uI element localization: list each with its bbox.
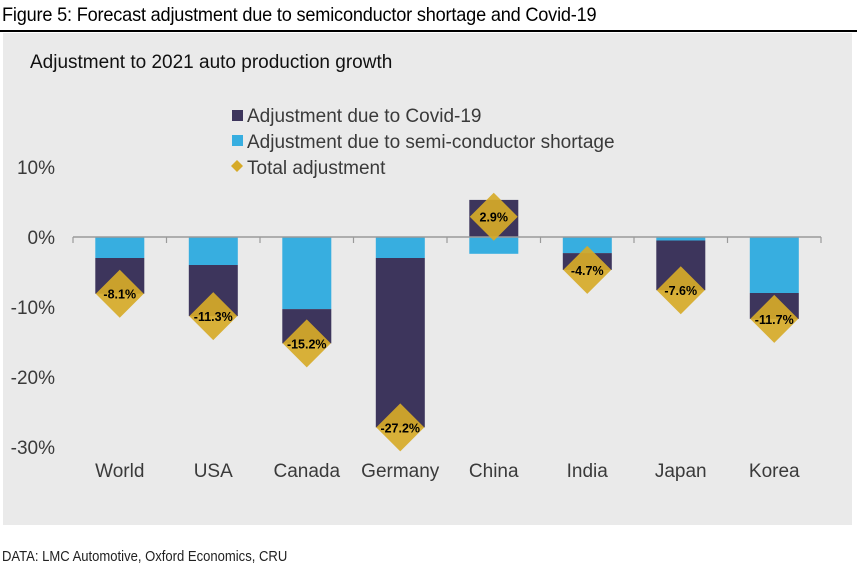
total-markers: -8.1% -11.3% -15.2% -27.2% 2.9% -4.7% -7.6% -11… <box>95 192 799 452</box>
bar-semiconductor-china <box>469 237 519 254</box>
bar-semiconductor-korea <box>749 237 799 293</box>
x-tick-label: USA <box>194 461 233 482</box>
legend-label-covid: Adjustment due to Covid-19 <box>247 106 481 127</box>
total-marker-canada: -15.2% <box>282 319 331 368</box>
total-data-label: 2.9% <box>480 211 509 225</box>
total-data-label: -11.3% <box>194 310 233 324</box>
legend: Adjustment due to Covid-19 Adjustment du… <box>231 106 615 179</box>
bar-semiconductor-germany <box>375 237 425 258</box>
legend-diamond-total <box>231 160 243 172</box>
y-tick-label: -30% <box>11 438 55 459</box>
bars <box>95 199 799 428</box>
title-rule <box>0 30 857 32</box>
legend-swatch-semiconductor <box>232 135 243 146</box>
total-diamond <box>95 269 144 318</box>
total-marker-world: -8.1% <box>95 269 144 318</box>
y-tick-label: -20% <box>11 368 55 389</box>
bar-semiconductor-world <box>95 237 145 258</box>
source-note: DATA: LMC Automotive, Oxford Economics, … <box>2 549 288 565</box>
x-axis-labels: World USA Canada Germany China India Japan Kore… <box>95 461 800 482</box>
total-diamond <box>656 266 705 315</box>
x-tick-label: Germany <box>361 461 440 482</box>
bar-semiconductor-india <box>562 237 612 254</box>
bar-covid-germany <box>375 258 425 428</box>
x-tick-label: China <box>469 461 519 482</box>
total-diamond <box>189 292 238 341</box>
total-diamond <box>750 294 799 343</box>
y-tick-label: -10% <box>11 298 55 319</box>
chart-panel <box>3 33 852 525</box>
total-marker-korea: -11.7% <box>750 294 799 343</box>
total-data-label: -15.2% <box>287 337 327 351</box>
total-marker-japan: -7.6% <box>656 266 705 315</box>
total-data-label: -11.7% <box>755 313 794 327</box>
figure-title: Figure 5: Forecast adjustment due to sem… <box>2 4 597 26</box>
x-tick-label: Korea <box>749 461 800 482</box>
total-diamond <box>469 192 518 241</box>
total-data-label: -27.2% <box>380 421 420 435</box>
x-tick-label: Canada <box>273 461 340 482</box>
total-marker-india: -4.7% <box>563 245 612 294</box>
legend-item-covid: Adjustment due to Covid-19 <box>232 106 481 127</box>
total-data-label: -4.7% <box>571 264 604 278</box>
legend-item-total: Total adjustment <box>231 158 386 179</box>
x-tick-label: Japan <box>655 461 707 482</box>
total-diamond <box>282 319 331 368</box>
total-data-label: -8.1% <box>103 288 136 302</box>
x-tick-label: India <box>567 461 609 482</box>
y-tick-label: 10% <box>17 158 55 179</box>
total-diamond <box>376 403 425 452</box>
total-data-label: -7.6% <box>664 284 697 298</box>
total-marker-germany: -27.2% <box>376 403 425 452</box>
legend-label-total: Total adjustment <box>247 158 386 179</box>
chart-title: Adjustment to 2021 auto production growt… <box>30 52 392 73</box>
total-diamond <box>563 245 612 294</box>
total-marker-usa: -11.3% <box>189 292 238 341</box>
x-tick-label: World <box>95 461 144 482</box>
legend-item-semiconductor: Adjustment due to semi-conductor shortag… <box>232 132 615 153</box>
total-marker-china: 2.9% <box>469 192 518 241</box>
y-tick-label: 0% <box>28 228 56 249</box>
x-axis <box>72 236 822 243</box>
y-axis-labels: 10% 0% -10% -20% -30% <box>11 158 55 459</box>
legend-swatch-covid <box>232 110 243 121</box>
bar-semiconductor-usa <box>188 237 238 265</box>
legend-label-semiconductor: Adjustment due to semi-conductor shortag… <box>247 132 615 153</box>
bar-semiconductor-canada <box>282 237 332 310</box>
bar-semiconductor-japan <box>656 237 706 241</box>
